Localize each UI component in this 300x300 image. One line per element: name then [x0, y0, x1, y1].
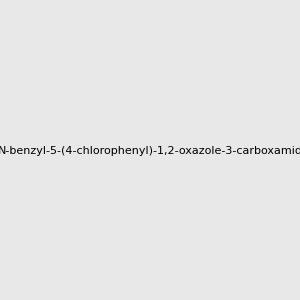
Text: N-benzyl-5-(4-chlorophenyl)-1,2-oxazole-3-carboxamide: N-benzyl-5-(4-chlorophenyl)-1,2-oxazole-…: [0, 146, 300, 157]
